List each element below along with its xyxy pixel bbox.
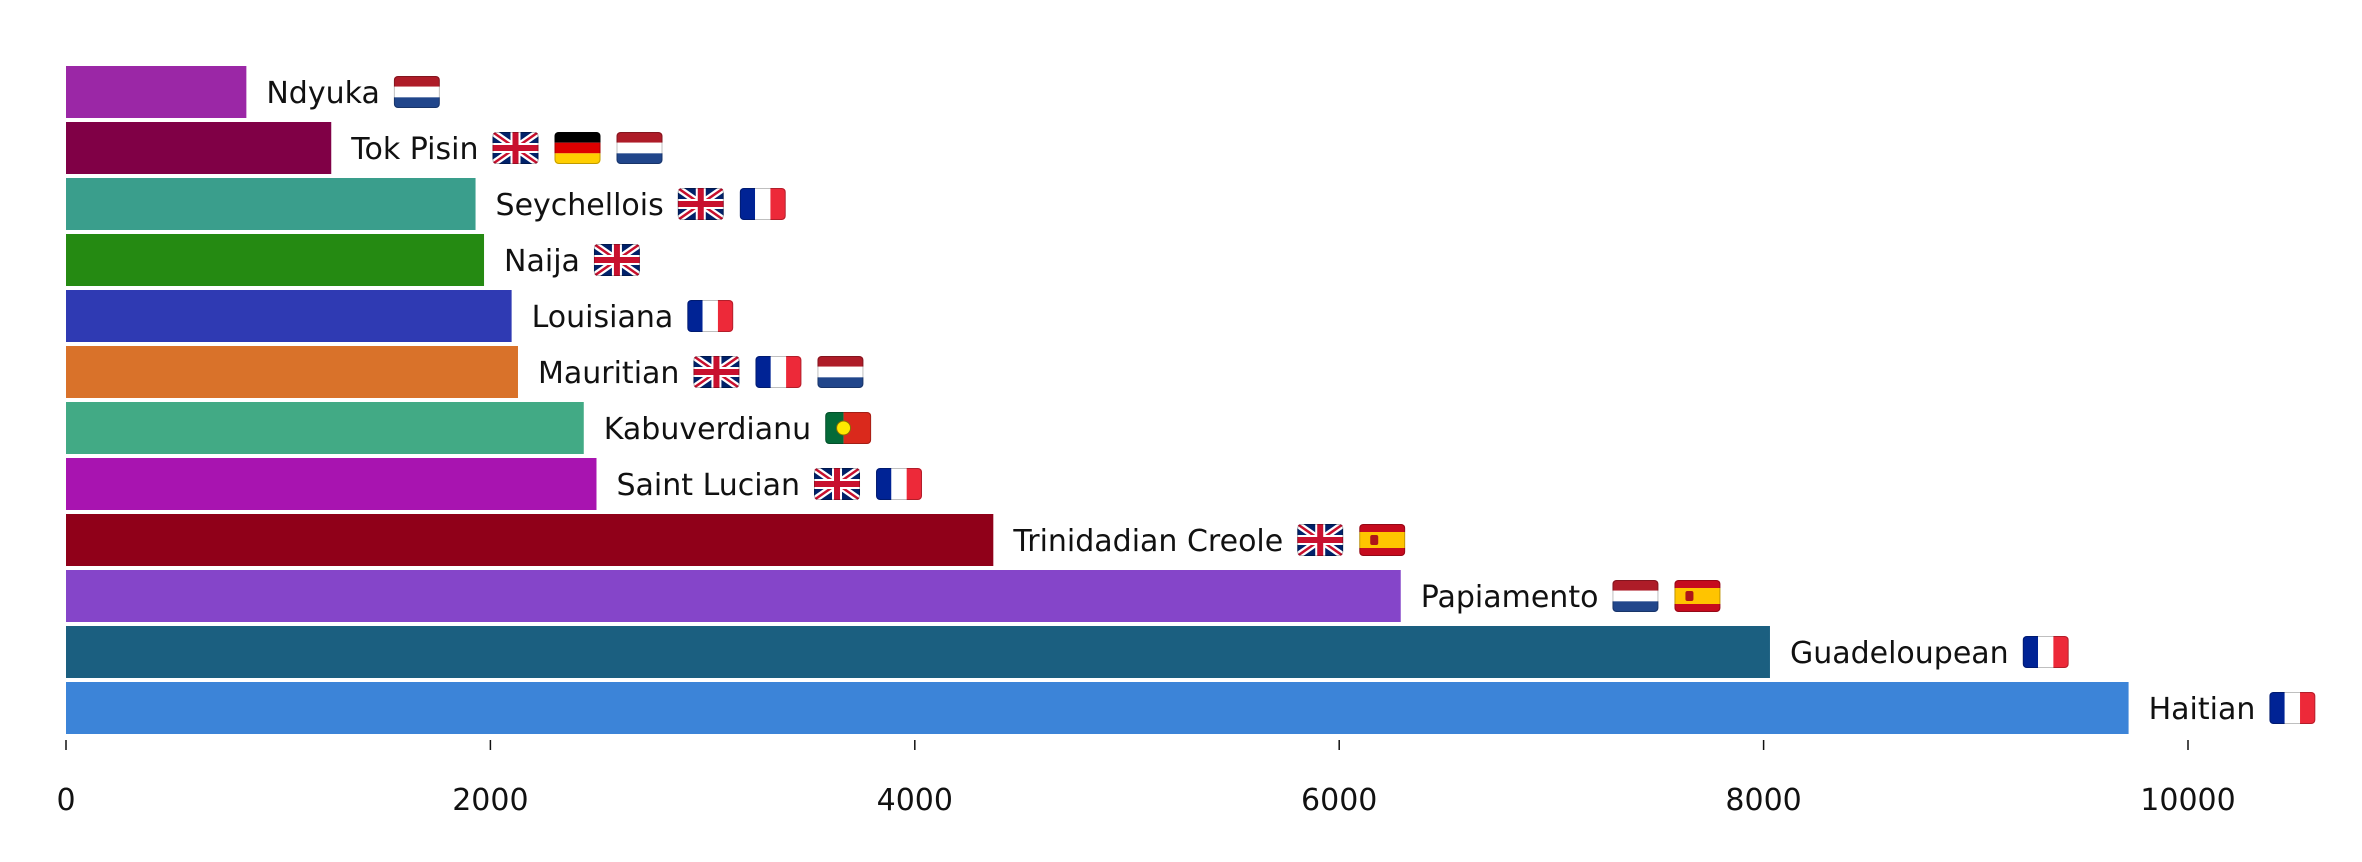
x-tick-label: 0 xyxy=(56,783,75,818)
netherlands-flag-icon xyxy=(393,76,440,108)
bar-label: Haitian xyxy=(2149,692,2256,727)
uk-flag-icon xyxy=(593,244,640,276)
bar-kabuverdianu xyxy=(66,402,584,454)
bar-seychellois xyxy=(66,178,476,230)
bar-trinidadian-creole xyxy=(66,514,994,566)
x-tick-label: 4000 xyxy=(877,783,953,818)
netherlands-flag-icon xyxy=(616,132,663,164)
france-flag-icon xyxy=(739,188,786,220)
bar-saint-lucian xyxy=(66,458,597,510)
netherlands-flag-icon xyxy=(817,356,864,388)
bar-label: Tok Pisin xyxy=(350,132,478,167)
bar-label: Papiamento xyxy=(1421,580,1599,615)
france-flag-icon xyxy=(687,300,734,332)
bar-ndyuka xyxy=(66,66,247,118)
france-flag-icon xyxy=(755,356,802,388)
bar-label: Saint Lucian xyxy=(617,468,801,503)
labels-layer: Ndyuka Tok Pisin Seychellois Naija Louisiana… xyxy=(266,76,2255,727)
x-tick-label: 10000 xyxy=(2140,783,2235,818)
spain-flag-icon xyxy=(1359,524,1406,556)
uk-flag-icon xyxy=(693,356,740,388)
uk-flag-icon xyxy=(677,188,724,220)
bar-label: Ndyuka xyxy=(266,76,379,111)
bar-label: Mauritian xyxy=(538,356,679,391)
france-flag-icon xyxy=(2022,636,2069,668)
bar-label: Louisiana xyxy=(532,300,674,335)
uk-flag-icon xyxy=(814,468,861,500)
x-tick-label: 6000 xyxy=(1301,783,1377,818)
france-flag-icon xyxy=(2269,692,2316,724)
germany-flag-icon xyxy=(554,132,601,164)
bar-guadeloupean xyxy=(66,626,1770,678)
portugal-flag-icon xyxy=(825,412,872,444)
bar-haitian xyxy=(66,682,2129,734)
bar-tok-pisin xyxy=(66,122,332,174)
bar-label: Trinidadian Creole xyxy=(1012,524,1283,559)
bar-mauritian xyxy=(66,346,518,398)
bar-label: Kabuverdianu xyxy=(604,412,811,447)
uk-flag-icon xyxy=(492,132,539,164)
netherlands-flag-icon xyxy=(1612,580,1659,612)
x-axis: 0 2000 4000 6000 8000 10000 xyxy=(56,740,2236,818)
bar-louisiana xyxy=(66,290,512,342)
spain-flag-icon xyxy=(1674,580,1721,612)
bar-label: Seychellois xyxy=(496,188,664,223)
bars-layer xyxy=(66,66,2129,734)
bar-label: Naija xyxy=(504,244,580,279)
bar-naija xyxy=(66,234,485,286)
x-tick-label: 2000 xyxy=(452,783,528,818)
bar-papiamento xyxy=(66,570,1401,622)
bar-label: Guadeloupean xyxy=(1790,636,2009,671)
x-tick-label: 8000 xyxy=(1725,783,1801,818)
flags-layer xyxy=(393,76,2316,724)
uk-flag-icon xyxy=(1297,524,1344,556)
france-flag-icon xyxy=(876,468,923,500)
